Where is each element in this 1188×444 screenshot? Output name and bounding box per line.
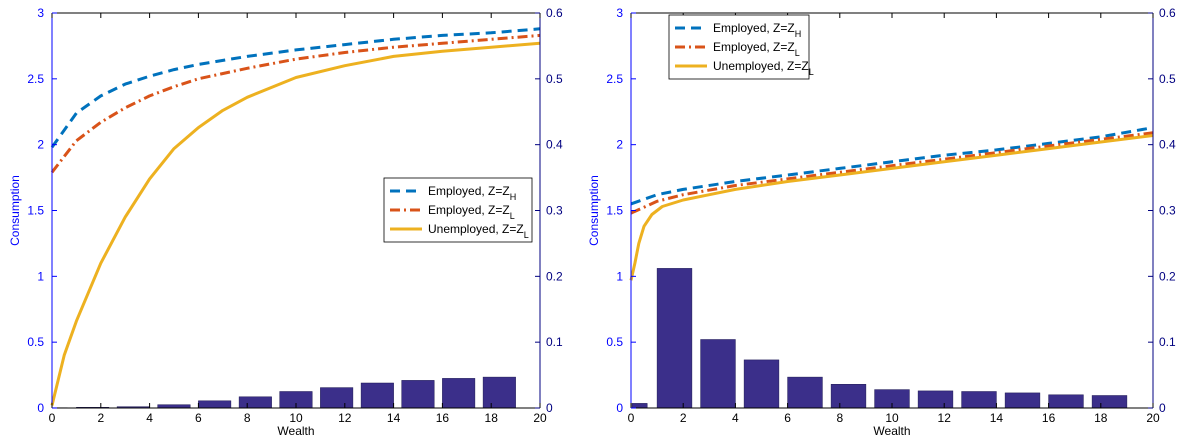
histogram-bar: [1091, 395, 1128, 409]
series-line-employed-low: [50, 33, 541, 174]
y-tick-label: 1.5: [606, 204, 623, 218]
y2-tick-label: 0.3: [546, 204, 563, 218]
y-tick-label: 1: [37, 269, 44, 283]
series-line-employed-low: [630, 131, 1154, 215]
y-tick-label: 3: [37, 6, 44, 20]
histogram-bar: [1048, 394, 1084, 409]
series-line-unemployed-low: [629, 134, 1154, 281]
legend-label-subscript: L: [809, 67, 814, 77]
legend-label: Unemployed, Z=ZL: [428, 222, 529, 240]
chart-panel-1: 0 2 4 6 8 10 12 14 16 18 2000.511.522.5300.10.20.3…: [8, 6, 563, 438]
y-tick-label: 0.5: [606, 335, 623, 349]
x-tick-label: 14: [990, 411, 1004, 425]
histogram-bar: [320, 387, 354, 409]
x-tick-label: 2: [680, 411, 687, 425]
chart-panel-2: 0 2 4 6 8 10 12 14 16 18 2000.511.522.5300.10.20.3…: [587, 6, 1176, 438]
y2-tick-label: 0.6: [546, 6, 563, 20]
y-tick-label: 3: [616, 6, 623, 20]
x-axis-title: Wealth: [873, 424, 910, 438]
x-tick-label: 6: [784, 411, 791, 425]
legend-label: Employed, Z=ZH: [713, 21, 801, 39]
x-tick-label: 8: [836, 411, 843, 425]
x-tick-label: 16: [436, 411, 450, 425]
y-tick-label: 2.5: [606, 72, 623, 86]
legend-label: Unemployed, Z=ZL: [713, 59, 814, 77]
legend-label: Employed, Z=ZL: [713, 40, 800, 58]
x-tick-label: 12: [938, 411, 952, 425]
x-tick-label: 4: [732, 411, 739, 425]
y-axis-title: Consumption: [8, 175, 22, 246]
histogram-bar: [238, 396, 272, 409]
histogram-bar: [631, 403, 648, 409]
histogram-bar: [961, 391, 997, 409]
histogram-bar: [401, 380, 435, 409]
x-tick-label: 12: [338, 411, 352, 425]
x-tick-label: 8: [244, 411, 251, 425]
y-tick-label: 2.5: [27, 72, 44, 86]
y-tick-label: 1.5: [27, 204, 44, 218]
y2-tick-label: 0.1: [1159, 335, 1176, 349]
histogram-bar: [482, 376, 516, 409]
y-tick-label: 2: [616, 138, 623, 152]
y2-tick-label: 0.6: [1159, 6, 1176, 20]
y2-tick-label: 0.5: [1159, 72, 1176, 86]
histogram-bar: [360, 382, 394, 409]
legend-box: [383, 177, 533, 243]
x-tick-label: 0: [49, 411, 56, 425]
legend-label-subscript: H: [795, 29, 802, 39]
y2-tick-label: 0.4: [1159, 138, 1176, 152]
x-tick-label: 4: [146, 411, 153, 425]
x-axis-title: Wealth: [277, 424, 314, 438]
y2-tick-label: 0.1: [546, 335, 563, 349]
series-line-unemployed-low: [50, 41, 541, 406]
x-tick-label: 6: [195, 411, 202, 425]
y-tick-label: 0.5: [27, 335, 44, 349]
y-tick-label: 2: [37, 138, 44, 152]
x-tick-label: 16: [1042, 411, 1056, 425]
histogram-bar: [656, 268, 693, 409]
histogram-bar: [787, 376, 823, 409]
x-tick-label: 0: [628, 411, 635, 425]
histogram-bar: [830, 384, 867, 409]
x-tick-label: 18: [1094, 411, 1108, 425]
y2-tick-label: 0: [1159, 401, 1166, 415]
series-line-employed-high: [50, 27, 541, 149]
legend-box: [668, 14, 810, 80]
y2-tick-label: 0.2: [546, 269, 563, 283]
y-axis-title: Consumption: [587, 175, 601, 246]
x-tick-label: 10: [885, 411, 899, 425]
x-tick-label: 14: [387, 411, 401, 425]
x-tick-label: 20: [533, 411, 547, 425]
histogram-bar: [1004, 392, 1041, 409]
histogram-bar: [198, 400, 232, 409]
x-tick-label: 10: [289, 411, 303, 425]
legend-label-subscript: L: [795, 48, 800, 58]
histogram-bar: [700, 339, 736, 409]
y-tick-label: 0: [616, 401, 623, 415]
x-tick-label: 2: [97, 411, 104, 425]
y2-tick-label: 0.3: [1159, 204, 1176, 218]
legend-label: Employed, Z=ZH: [428, 184, 516, 202]
legend-label-subscript: L: [510, 211, 515, 221]
x-tick-label: 20: [1146, 411, 1160, 425]
histogram-bar: [743, 359, 780, 409]
y-tick-label: 1: [616, 269, 623, 283]
y2-tick-label: 0.4: [546, 138, 563, 152]
legend-label-subscript: H: [510, 192, 517, 202]
histogram-bar: [917, 390, 954, 409]
histogram-bar: [442, 378, 476, 409]
y2-tick-label: 0: [546, 401, 553, 415]
y2-tick-label: 0.5: [546, 72, 563, 86]
legend-label: Employed, Z=ZL: [428, 203, 515, 221]
x-tick-label: 18: [485, 411, 499, 425]
legend-label-subscript: L: [524, 230, 529, 240]
series-line-employed-high: [630, 126, 1154, 206]
y2-tick-label: 0.2: [1159, 269, 1176, 283]
y-tick-label: 0: [37, 401, 44, 415]
